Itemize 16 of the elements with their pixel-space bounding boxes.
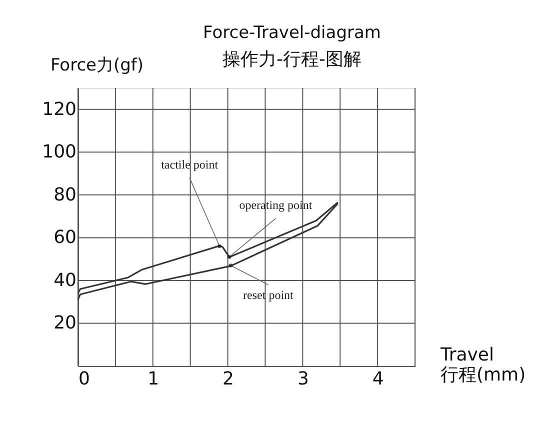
chart-title: Force-Travel-diagram bbox=[203, 23, 381, 43]
y-axis-title: Force力(gf) bbox=[50, 56, 144, 76]
y-tick-label: 40 bbox=[54, 270, 76, 291]
y-tick-label: 60 bbox=[54, 227, 76, 248]
x-tick-label: 4 bbox=[372, 368, 384, 390]
y-tick-label: 120 bbox=[42, 98, 76, 120]
annotation: tactile point bbox=[161, 157, 219, 172]
x-axis-title: Travel 行程(mm) bbox=[440, 344, 526, 386]
chart-subtitle: 操作力-行程-图解 bbox=[222, 49, 362, 70]
x-tick-label: 0 bbox=[78, 368, 90, 390]
x-tick-label: 3 bbox=[297, 368, 309, 390]
x-tick-label: 1 bbox=[148, 368, 160, 390]
y-tick-label: 80 bbox=[54, 184, 76, 206]
y-tick-label: 100 bbox=[42, 142, 76, 163]
y-tick-label: 20 bbox=[54, 312, 76, 334]
x-tick-label: 2 bbox=[222, 368, 234, 390]
